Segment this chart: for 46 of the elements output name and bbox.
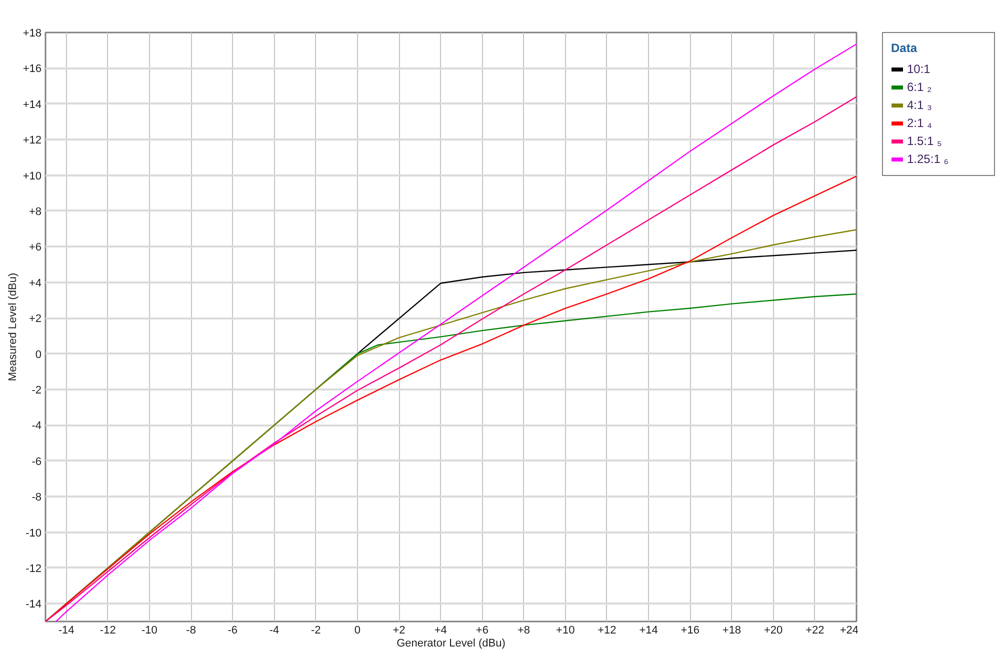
y-tick-label: +10 [22, 170, 42, 182]
x-tick-label: -12 [100, 624, 116, 636]
legend-label: 1.5:1 ₅ [907, 132, 943, 149]
y-tick-label: -12 [26, 562, 42, 575]
x-tick-label: +24 [840, 624, 859, 636]
y-tick-label: +12 [22, 134, 42, 147]
y-tick-label: 0 [35, 348, 42, 361]
x-axis-title: Generator Level (dBu) [396, 638, 506, 650]
y-tick-label: +16 [22, 63, 42, 76]
x-tick-label: -8 [186, 624, 196, 636]
legend-label: 2:1 ₄ [907, 114, 933, 131]
x-tick-label: -14 [58, 624, 74, 636]
x-tick-label: +10 [556, 624, 575, 636]
y-tick-label: -6 [32, 456, 42, 468]
legend-label: 1.25:1 ₆ [907, 150, 950, 167]
x-tick-label: -6 [228, 624, 238, 636]
x-tick-label: +12 [598, 624, 616, 636]
x-tick-label: 0 [354, 624, 360, 636]
y-tick-label: -8 [32, 492, 42, 504]
y-tick-label: -4 [32, 420, 42, 432]
x-tick-label: +22 [806, 624, 824, 636]
legend-title: Data [891, 41, 918, 55]
y-tick-label: -2 [32, 384, 42, 396]
x-tick-label: +8 [518, 624, 530, 636]
x-tick-label: +6 [476, 624, 488, 636]
x-tick-label: +2 [392, 624, 406, 636]
y-tick-label: +4 [28, 277, 42, 290]
x-tick-label: -2 [310, 624, 321, 636]
x-tick-label: +14 [639, 624, 658, 636]
x-tick-label: +16 [680, 624, 700, 636]
y-tick-label: -10 [26, 527, 42, 540]
x-tick-label: -10 [142, 624, 158, 636]
y-tick-label: +6 [28, 242, 42, 254]
x-tick-label: +18 [722, 624, 742, 636]
x-tick-label: +4 [434, 624, 447, 636]
y-tick-label: +14 [22, 98, 42, 111]
y-tick-label: +18 [22, 28, 42, 40]
legend-label: 6:1 ₂ [907, 78, 933, 95]
y-tick-label: +2 [28, 313, 42, 326]
legend-label: 4:1 ₃ [907, 96, 933, 113]
y-axis-title: Measured Level (dBu) [6, 272, 19, 382]
y-tick-label: +8 [28, 206, 42, 218]
x-tick-label: +20 [764, 624, 783, 636]
y-tick-label: -14 [26, 598, 42, 611]
x-tick-label: -4 [269, 624, 280, 636]
legend-label: 10:1 [907, 60, 932, 77]
